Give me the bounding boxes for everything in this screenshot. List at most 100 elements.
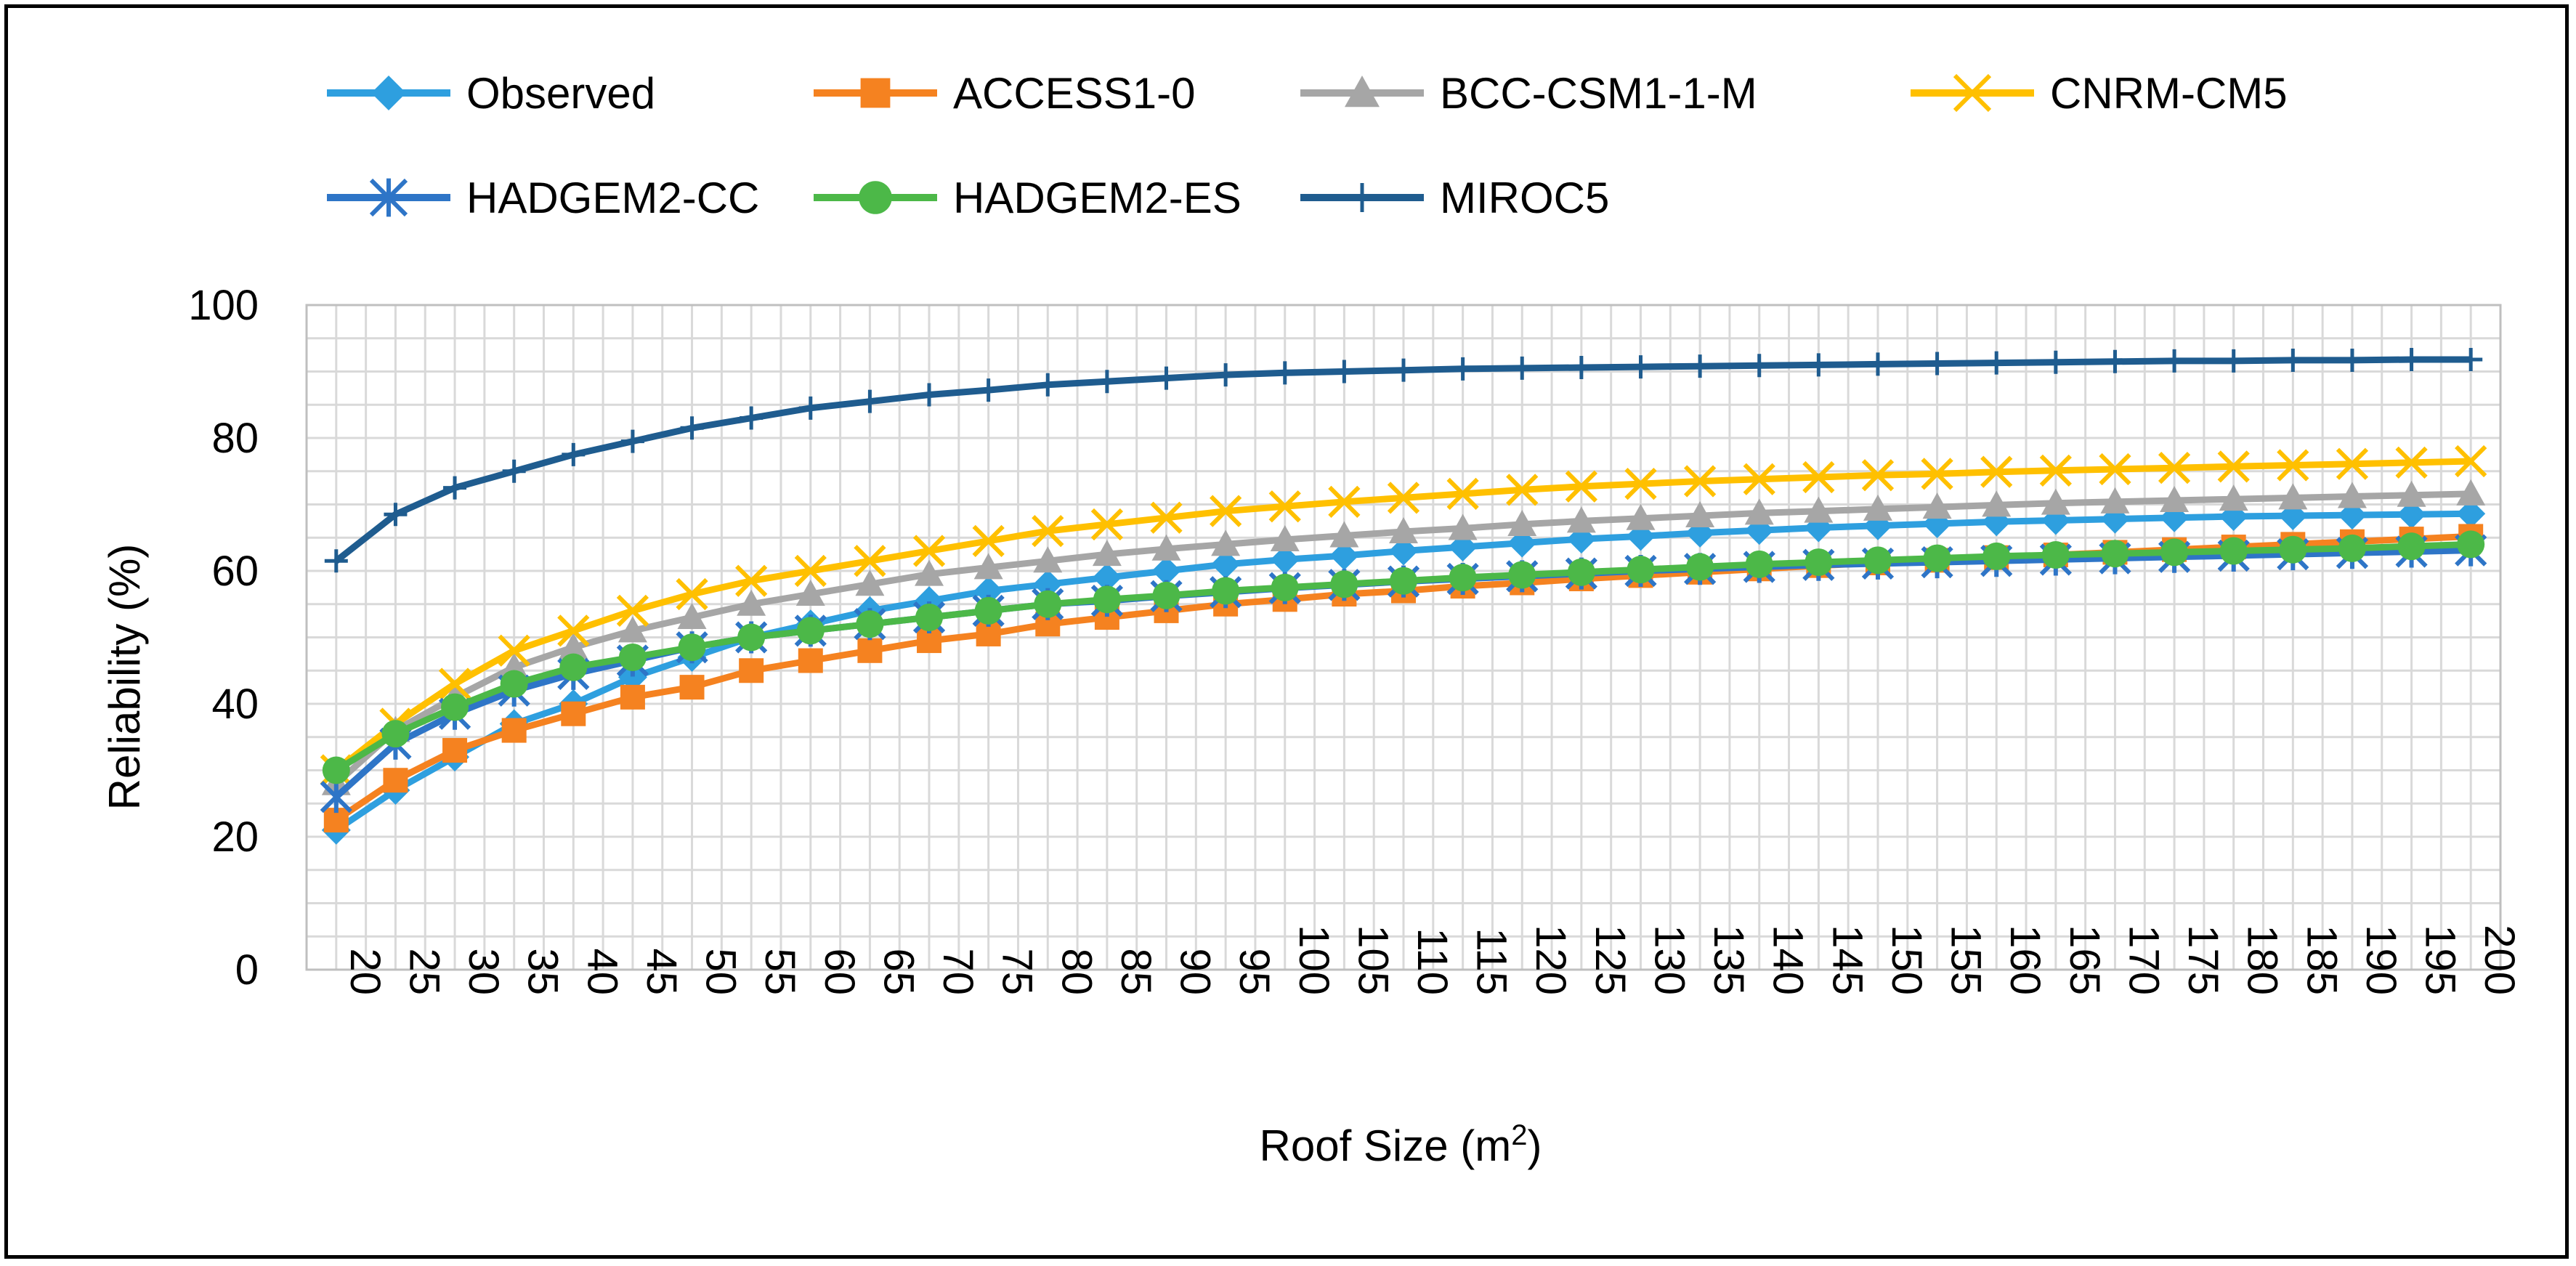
x-axis-title-close: )	[1528, 1121, 1542, 1170]
data-point-hadgem2-es	[1863, 546, 1892, 575]
chart-frame	[4, 4, 2569, 1259]
data-point-access1-0	[442, 738, 468, 763]
y-axis-ticks: 0 20 40 60 80 100	[188, 282, 259, 994]
data-point-bcc-csm1-1-m	[1566, 506, 1596, 533]
data-point-bcc-csm1-1-m	[1389, 517, 1418, 544]
x-tick-label: 105	[1349, 925, 1396, 995]
legend-item-hadgem2-cc: HADGEM2-CC	[327, 174, 759, 222]
series-miroc5	[324, 348, 2483, 573]
data-point-miroc5	[1866, 352, 1890, 376]
data-point-bcc-csm1-1-m	[559, 633, 588, 660]
x-tick-label: 100	[1290, 925, 1337, 995]
grid	[305, 304, 2502, 971]
data-point-bcc-csm1-1-m	[795, 580, 825, 606]
legend-item-observed: Observed	[327, 69, 655, 118]
legend-item-access1-0: ACCESS1-0	[814, 69, 1195, 118]
data-point-miroc5	[1154, 366, 1178, 390]
data-point-bcc-csm1-1-m	[1033, 546, 1063, 573]
x-tick-label: 180	[2239, 925, 2286, 995]
x-tick-label: 85	[1112, 948, 1159, 995]
data-point-bcc-csm1-1-m	[2337, 482, 2367, 508]
data-point-miroc5	[443, 476, 467, 500]
data-point-access1-0	[561, 701, 586, 726]
data-point-bcc-csm1-1-m	[855, 569, 885, 596]
data-point-cnrm-cm5	[1090, 508, 1124, 541]
data-point-miroc5	[2399, 348, 2423, 372]
data-point-observed	[973, 576, 1003, 606]
data-point-cnrm-cm5	[735, 564, 768, 597]
legend-item-miroc5: MIROC5	[1300, 174, 1609, 222]
data-point-hadgem2-es	[1567, 558, 1595, 586]
x-tick-label: 80	[1053, 948, 1100, 995]
data-point-miroc5	[324, 549, 348, 573]
y-tick-label: 40	[211, 681, 259, 728]
data-point-miroc5	[680, 416, 704, 440]
x-tick-label: 120	[1527, 925, 1574, 995]
data-point-miroc5	[2044, 350, 2067, 374]
data-point-observed	[1211, 549, 1241, 579]
x-tick-label: 65	[875, 948, 922, 995]
data-point-cnrm-cm5	[498, 634, 530, 667]
legend-label-miroc5: MIROC5	[1440, 174, 1609, 222]
data-point-bcc-csm1-1-m	[2278, 483, 2308, 510]
data-point-miroc5	[1332, 360, 1356, 384]
data-point-hadgem2-es	[2160, 538, 2189, 567]
data-point-bcc-csm1-1-m	[2160, 486, 2190, 513]
x-tick-label: 45	[638, 948, 685, 995]
data-point-hadgem2-es	[2101, 540, 2129, 568]
y-tick-label: 20	[211, 813, 259, 861]
data-point-hadgem2-es	[559, 653, 588, 681]
data-point-hadgem2-es	[1627, 556, 1655, 584]
data-point-bcc-csm1-1-m	[1982, 490, 2012, 517]
x-tick-label: 25	[400, 948, 447, 995]
data-point-miroc5	[2103, 349, 2127, 373]
legend-label-access1-0: ACCESS1-0	[953, 69, 1195, 118]
legend-item-cnrm-cm5: CNRM-CM5	[1911, 69, 2288, 118]
data-point-bcc-csm1-1-m	[1092, 540, 1122, 567]
data-point-cnrm-cm5	[1506, 474, 1539, 506]
y-tick-label: 80	[211, 415, 259, 462]
data-point-observed	[2397, 500, 2426, 529]
x-tick-label: 75	[994, 948, 1041, 995]
data-point-access1-0	[501, 718, 527, 743]
plot-area	[305, 304, 2502, 971]
data-point-hadgem2-es	[1093, 585, 1121, 614]
x-tick-label: 115	[1468, 928, 1515, 995]
y-tick-label: 0	[235, 946, 259, 994]
series-hadgem2-es	[322, 530, 2485, 784]
legend-marker-hadgem2-cc	[369, 178, 408, 217]
x-tick-label: 185	[2298, 925, 2345, 995]
data-point-cnrm-cm5	[1624, 468, 1657, 500]
data-point-miroc5	[918, 383, 941, 407]
data-point-miroc5	[384, 503, 408, 527]
data-point-cnrm-cm5	[1861, 459, 1895, 492]
data-point-observed	[1329, 540, 1359, 570]
data-point-cnrm-cm5	[1565, 470, 1597, 503]
data-point-hadgem2-es	[1923, 544, 1951, 572]
data-point-cnrm-cm5	[1683, 465, 1717, 498]
data-point-hadgem2-es	[441, 693, 469, 721]
data-point-access1-0	[620, 684, 645, 710]
data-point-access1-0	[739, 658, 764, 683]
data-point-cnrm-cm5	[1268, 490, 1301, 523]
data-point-cnrm-cm5	[1150, 501, 1183, 534]
data-point-hadgem2-es	[2219, 537, 2248, 565]
data-point-cnrm-cm5	[1802, 460, 1835, 494]
data-point-cnrm-cm5	[2455, 445, 2487, 478]
data-point-hadgem2-es	[974, 596, 1003, 625]
data-point-cnrm-cm5	[2039, 454, 2072, 487]
x-tick-label: 170	[2120, 925, 2167, 995]
data-point-miroc5	[858, 389, 882, 413]
data-point-cnrm-cm5	[2395, 446, 2428, 479]
data-point-hadgem2-es	[1686, 553, 1714, 581]
data-point-bcc-csm1-1-m	[1804, 496, 1834, 523]
data-point-miroc5	[798, 396, 822, 420]
data-point-bcc-csm1-1-m	[915, 559, 944, 586]
data-point-cnrm-cm5	[2099, 453, 2131, 486]
x-tick-label: 145	[1823, 925, 1871, 995]
data-point-bcc-csm1-1-m	[1744, 498, 1774, 525]
legend-label-hadgem2-cc: HADGEM2-CC	[466, 174, 759, 222]
data-point-miroc5	[740, 406, 764, 430]
data-point-miroc5	[1629, 355, 1653, 379]
